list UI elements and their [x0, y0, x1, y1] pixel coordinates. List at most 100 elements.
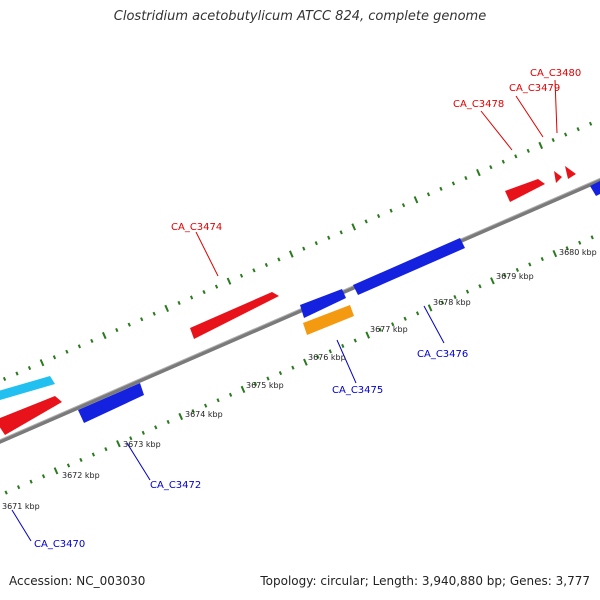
- lower-track-tick: [53, 467, 59, 475]
- lower-track-tick: [590, 235, 594, 240]
- upper-track-tick: [214, 284, 219, 289]
- lower-track-tick: [178, 412, 184, 421]
- lower-track-tick: [4, 490, 8, 495]
- lower-track-tick: [503, 273, 507, 278]
- scale-label-3680: 3680 kbp: [559, 248, 597, 257]
- label-ca-c3472: CA_C3472: [150, 480, 201, 491]
- upper-track-tick: [376, 214, 381, 219]
- lower-track-tick: [154, 425, 158, 430]
- lower-track-tick: [228, 392, 233, 397]
- lower-track-tick: [216, 398, 220, 403]
- lower-track-tick: [278, 370, 283, 376]
- gene-ca-c3474[interactable]: [190, 292, 279, 339]
- upper-track-tick: [563, 132, 568, 137]
- lower-track-tick: [415, 311, 420, 316]
- lower-track-tick: [565, 246, 569, 251]
- upper-track-tick: [389, 208, 393, 213]
- label-ca-c3480: CA_C3480: [530, 68, 581, 79]
- upper-track-tick: [2, 376, 7, 382]
- upper-track-tick: [538, 141, 544, 150]
- lower-track-tick: [440, 300, 445, 305]
- gene-ca-c3480[interactable]: [565, 166, 576, 179]
- label-ca-c3475: CA_C3475: [332, 385, 383, 396]
- upper-track-tick: [339, 230, 343, 235]
- label-ca-c3479: CA_C3479: [509, 83, 560, 94]
- upper-track-tick: [576, 127, 580, 132]
- lower-track-tick: [478, 284, 482, 289]
- lower-track-tick: [79, 457, 83, 463]
- scale-label-3679: 3679 kbp: [496, 272, 534, 281]
- lower-track-tick: [391, 322, 395, 327]
- accession-text: Accession: NC_003030: [9, 574, 146, 588]
- lower-tick-track: [4, 235, 594, 495]
- lower-track-tick: [552, 249, 558, 258]
- upper-track-tick: [413, 196, 419, 204]
- upper-track-tick: [164, 304, 170, 313]
- upper-track-tick: [351, 223, 357, 231]
- upper-track-tick: [52, 355, 57, 360]
- upper-track-tick: [90, 338, 94, 344]
- map-title: Clostridium acetobutylicum ATCC 824, com…: [113, 9, 487, 24]
- lower-track-tick: [403, 316, 407, 321]
- scale-label-3676: 3676 kbp: [308, 353, 346, 362]
- lower-track-tick: [29, 479, 33, 484]
- scale-label-3677: 3677 kbp: [370, 325, 408, 334]
- genome-backbone: [0, 177, 600, 444]
- upper-track-tick: [588, 121, 593, 126]
- upper-track-tick: [115, 328, 119, 333]
- scale-label-3672: 3672 kbp: [62, 471, 100, 480]
- lower-track-tick: [116, 440, 121, 448]
- upper-track-tick: [27, 366, 32, 371]
- lower-track-tick: [453, 295, 457, 300]
- lower-track-tick: [41, 474, 46, 479]
- lower-track-tick: [515, 267, 520, 273]
- upper-track-tick: [514, 154, 518, 159]
- scale-labels: 3671 kbp 3672 kbp 3673 kbp 3674 kbp 3675…: [2, 248, 597, 511]
- upper-track-tick: [302, 246, 306, 251]
- lower-track-tick: [141, 430, 145, 435]
- lower-track-tick: [66, 463, 71, 468]
- upper-track-tick: [451, 181, 456, 186]
- upper-track-tick: [226, 277, 232, 285]
- gene-ca-c3475-reverse[interactable]: [300, 289, 346, 318]
- lower-track-tick: [166, 419, 170, 424]
- upper-track-tick: [127, 322, 131, 327]
- upper-track-tick: [439, 186, 443, 191]
- upper-track-tick: [189, 295, 194, 300]
- upper-track-tick: [327, 235, 331, 240]
- gene-ca-c3479[interactable]: [554, 171, 562, 183]
- scale-label-3671: 3671 kbp: [2, 502, 40, 511]
- upper-track-tick: [426, 192, 431, 197]
- gene-ca-c3472[interactable]: [78, 383, 144, 423]
- upper-track-tick: [15, 371, 19, 376]
- upper-track-tick: [489, 165, 493, 170]
- gene-ca-c3476[interactable]: [353, 238, 465, 295]
- lower-track-tick: [540, 257, 544, 262]
- gene-ca-c3469-forward[interactable]: [0, 396, 62, 435]
- reverse-gene-labels: CA_C3470 CA_C3472 CA_C3475 CA_C3476: [11, 305, 468, 550]
- lower-track-tick: [191, 409, 195, 414]
- forward-strand-genes: [0, 166, 576, 435]
- lower-track-tick: [303, 358, 308, 366]
- upper-track-tick: [476, 168, 481, 177]
- gene-ca-c3481-reverse[interactable]: [590, 181, 600, 196]
- lower-track-tick: [465, 289, 470, 294]
- gene-ca-c3468-forward[interactable]: [0, 376, 55, 400]
- upper-track-tick: [288, 250, 294, 258]
- lower-track-tick: [266, 376, 270, 381]
- upper-track-tick: [177, 300, 181, 305]
- upper-track-tick: [501, 159, 505, 164]
- upper-track-tick: [152, 311, 156, 316]
- upper-track-tick: [252, 268, 256, 273]
- gene-ca-c3475[interactable]: [303, 305, 354, 335]
- lower-track-tick: [328, 349, 332, 354]
- scale-label-3678: 3678 kbp: [433, 298, 471, 307]
- lower-track-tick: [490, 277, 495, 285]
- label-ca-c3474: CA_C3474: [171, 222, 222, 233]
- lower-track-tick: [16, 485, 21, 490]
- lower-track-tick: [316, 354, 320, 359]
- gene-ca-c3478[interactable]: [505, 179, 545, 202]
- upper-track-tick: [239, 273, 244, 278]
- label-ca-c3470: CA_C3470: [34, 539, 85, 550]
